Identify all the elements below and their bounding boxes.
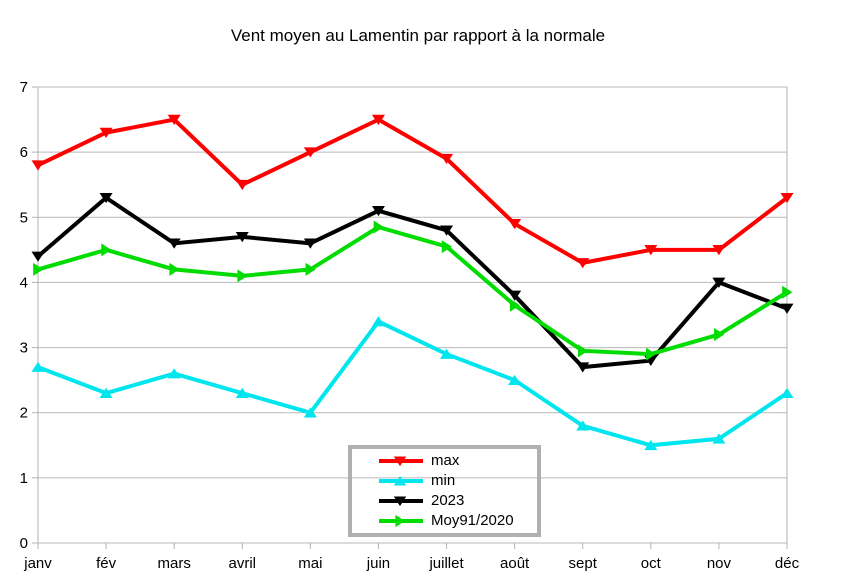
data-point-min-mars bbox=[167, 368, 181, 379]
x-tick-label: mai bbox=[298, 555, 322, 572]
data-point-max-mars bbox=[167, 114, 181, 125]
series-min bbox=[31, 316, 794, 451]
data-point-min-sept bbox=[576, 420, 590, 431]
series-line-min bbox=[37, 319, 789, 448]
legend-sample-marker bbox=[393, 475, 407, 486]
y-tick-label: 6 bbox=[20, 144, 28, 161]
y-tick-label: 7 bbox=[20, 79, 28, 96]
data-point-2023-janv bbox=[31, 251, 45, 262]
data-point-min-juillet bbox=[440, 348, 454, 359]
legend: max min 2023 Moy91/2020 bbox=[348, 445, 541, 537]
data-point-max-déc bbox=[780, 192, 794, 204]
data-point-min-oct bbox=[644, 439, 658, 451]
series-line-Moy91/2020 bbox=[37, 224, 789, 357]
data-point-Moy91/2020-juillet bbox=[441, 240, 452, 254]
data-point-2023-juin bbox=[371, 205, 385, 217]
legend-sample-marker bbox=[393, 496, 407, 507]
data-point-min-nov bbox=[712, 433, 726, 444]
y-tick-label: 5 bbox=[20, 209, 28, 226]
data-point-max-oct bbox=[644, 245, 658, 256]
data-point-Moy91/2020-août bbox=[509, 298, 521, 312]
x-tick-label: nov bbox=[707, 555, 732, 572]
legend-line-sample-moy bbox=[379, 514, 423, 528]
data-point-Moy91/2020-mars bbox=[169, 262, 180, 276]
x-tick-label: avril bbox=[229, 555, 257, 572]
legend-label-moy: Moy91/2020 bbox=[431, 512, 514, 529]
data-point-2023-mars bbox=[167, 238, 181, 249]
y-tick-label: 2 bbox=[20, 405, 28, 422]
series-Moy91/2020 bbox=[33, 220, 793, 361]
data-point-2023-mai bbox=[303, 238, 317, 249]
data-point-2023-nov bbox=[712, 277, 726, 288]
x-tick-label: juillet bbox=[428, 555, 464, 572]
data-point-max-avril bbox=[235, 179, 249, 191]
x-tick-label: août bbox=[500, 555, 530, 572]
data-point-Moy91/2020-déc bbox=[782, 285, 793, 299]
data-point-Moy91/2020-oct bbox=[646, 347, 657, 361]
data-point-min-mai bbox=[303, 407, 317, 418]
data-point-min-avril bbox=[235, 387, 249, 398]
legend-label-max: max bbox=[431, 452, 460, 469]
data-point-2023-fév bbox=[99, 192, 113, 204]
data-point-2023-août bbox=[508, 290, 522, 301]
data-point-Moy91/2020-nov bbox=[714, 328, 725, 342]
data-point-max-janv bbox=[31, 160, 45, 171]
series-max bbox=[31, 114, 794, 269]
legend-line-sample-min bbox=[379, 475, 423, 486]
data-point-Moy91/2020-janv bbox=[33, 262, 44, 276]
data-point-max-août bbox=[508, 219, 522, 230]
data-point-Moy91/2020-avril bbox=[237, 269, 248, 283]
y-tick-label: 3 bbox=[20, 340, 28, 357]
data-point-max-juillet bbox=[440, 153, 454, 165]
data-point-2023-sept bbox=[576, 362, 590, 373]
y-tick-label: 1 bbox=[20, 470, 28, 487]
x-tick-label: déc bbox=[775, 555, 800, 572]
data-point-max-sept bbox=[576, 258, 590, 269]
legend-item-max: max bbox=[378, 451, 537, 471]
series-2023 bbox=[31, 192, 794, 373]
legend-item-2023: 2023 bbox=[378, 491, 537, 511]
y-tick-label: 4 bbox=[20, 274, 28, 291]
data-point-Moy91/2020-juin bbox=[373, 220, 384, 234]
legend-label-2023: 2023 bbox=[431, 492, 465, 509]
legend-item-moy: Moy91/2020 bbox=[378, 511, 537, 531]
legend-sample-marker bbox=[393, 456, 407, 467]
data-point-max-juin bbox=[371, 114, 385, 125]
y-tick-label: 0 bbox=[20, 535, 28, 552]
legend-line-sample-2023 bbox=[379, 496, 423, 507]
legend-sample-marker bbox=[395, 514, 406, 528]
x-tick-label: sept bbox=[569, 555, 598, 572]
data-point-min-août bbox=[508, 374, 522, 385]
data-point-min-fév bbox=[99, 387, 113, 398]
axis-labels: 0 1 2 3 4 5 6 7 janv fév mars avril mai juin juillet ao… bbox=[20, 79, 800, 572]
data-point-Moy91/2020-sept bbox=[577, 344, 589, 358]
data-point-Moy91/2020-mai bbox=[305, 262, 316, 276]
x-tick-label: janv bbox=[23, 555, 52, 572]
legend-item-min: min bbox=[378, 471, 537, 491]
axes-grid bbox=[32, 86, 788, 549]
x-tick-label: mars bbox=[158, 555, 191, 572]
data-point-max-nov bbox=[712, 245, 726, 256]
data-point-min-déc bbox=[780, 387, 794, 398]
series-line-max bbox=[37, 117, 789, 265]
legend-line-sample-max bbox=[379, 456, 423, 467]
data-point-min-juin bbox=[371, 316, 385, 327]
data-point-min-janv bbox=[31, 361, 45, 372]
data-point-2023-juillet bbox=[440, 225, 454, 236]
data-point-2023-avril bbox=[235, 232, 249, 243]
x-tick-label: juin bbox=[366, 555, 390, 572]
data-point-max-fév bbox=[99, 127, 113, 138]
series-line-2023 bbox=[36, 195, 788, 370]
data-point-max-mai bbox=[303, 147, 317, 158]
data-point-Moy91/2020-fév bbox=[101, 243, 112, 257]
chart-title: Vent moyen au Lamentin par rapport à la … bbox=[230, 26, 606, 45]
x-tick-label: oct bbox=[641, 555, 662, 572]
data-point-2023-déc bbox=[780, 303, 794, 314]
x-tick-label: fév bbox=[96, 555, 117, 572]
legend-label-min: min bbox=[431, 472, 456, 489]
